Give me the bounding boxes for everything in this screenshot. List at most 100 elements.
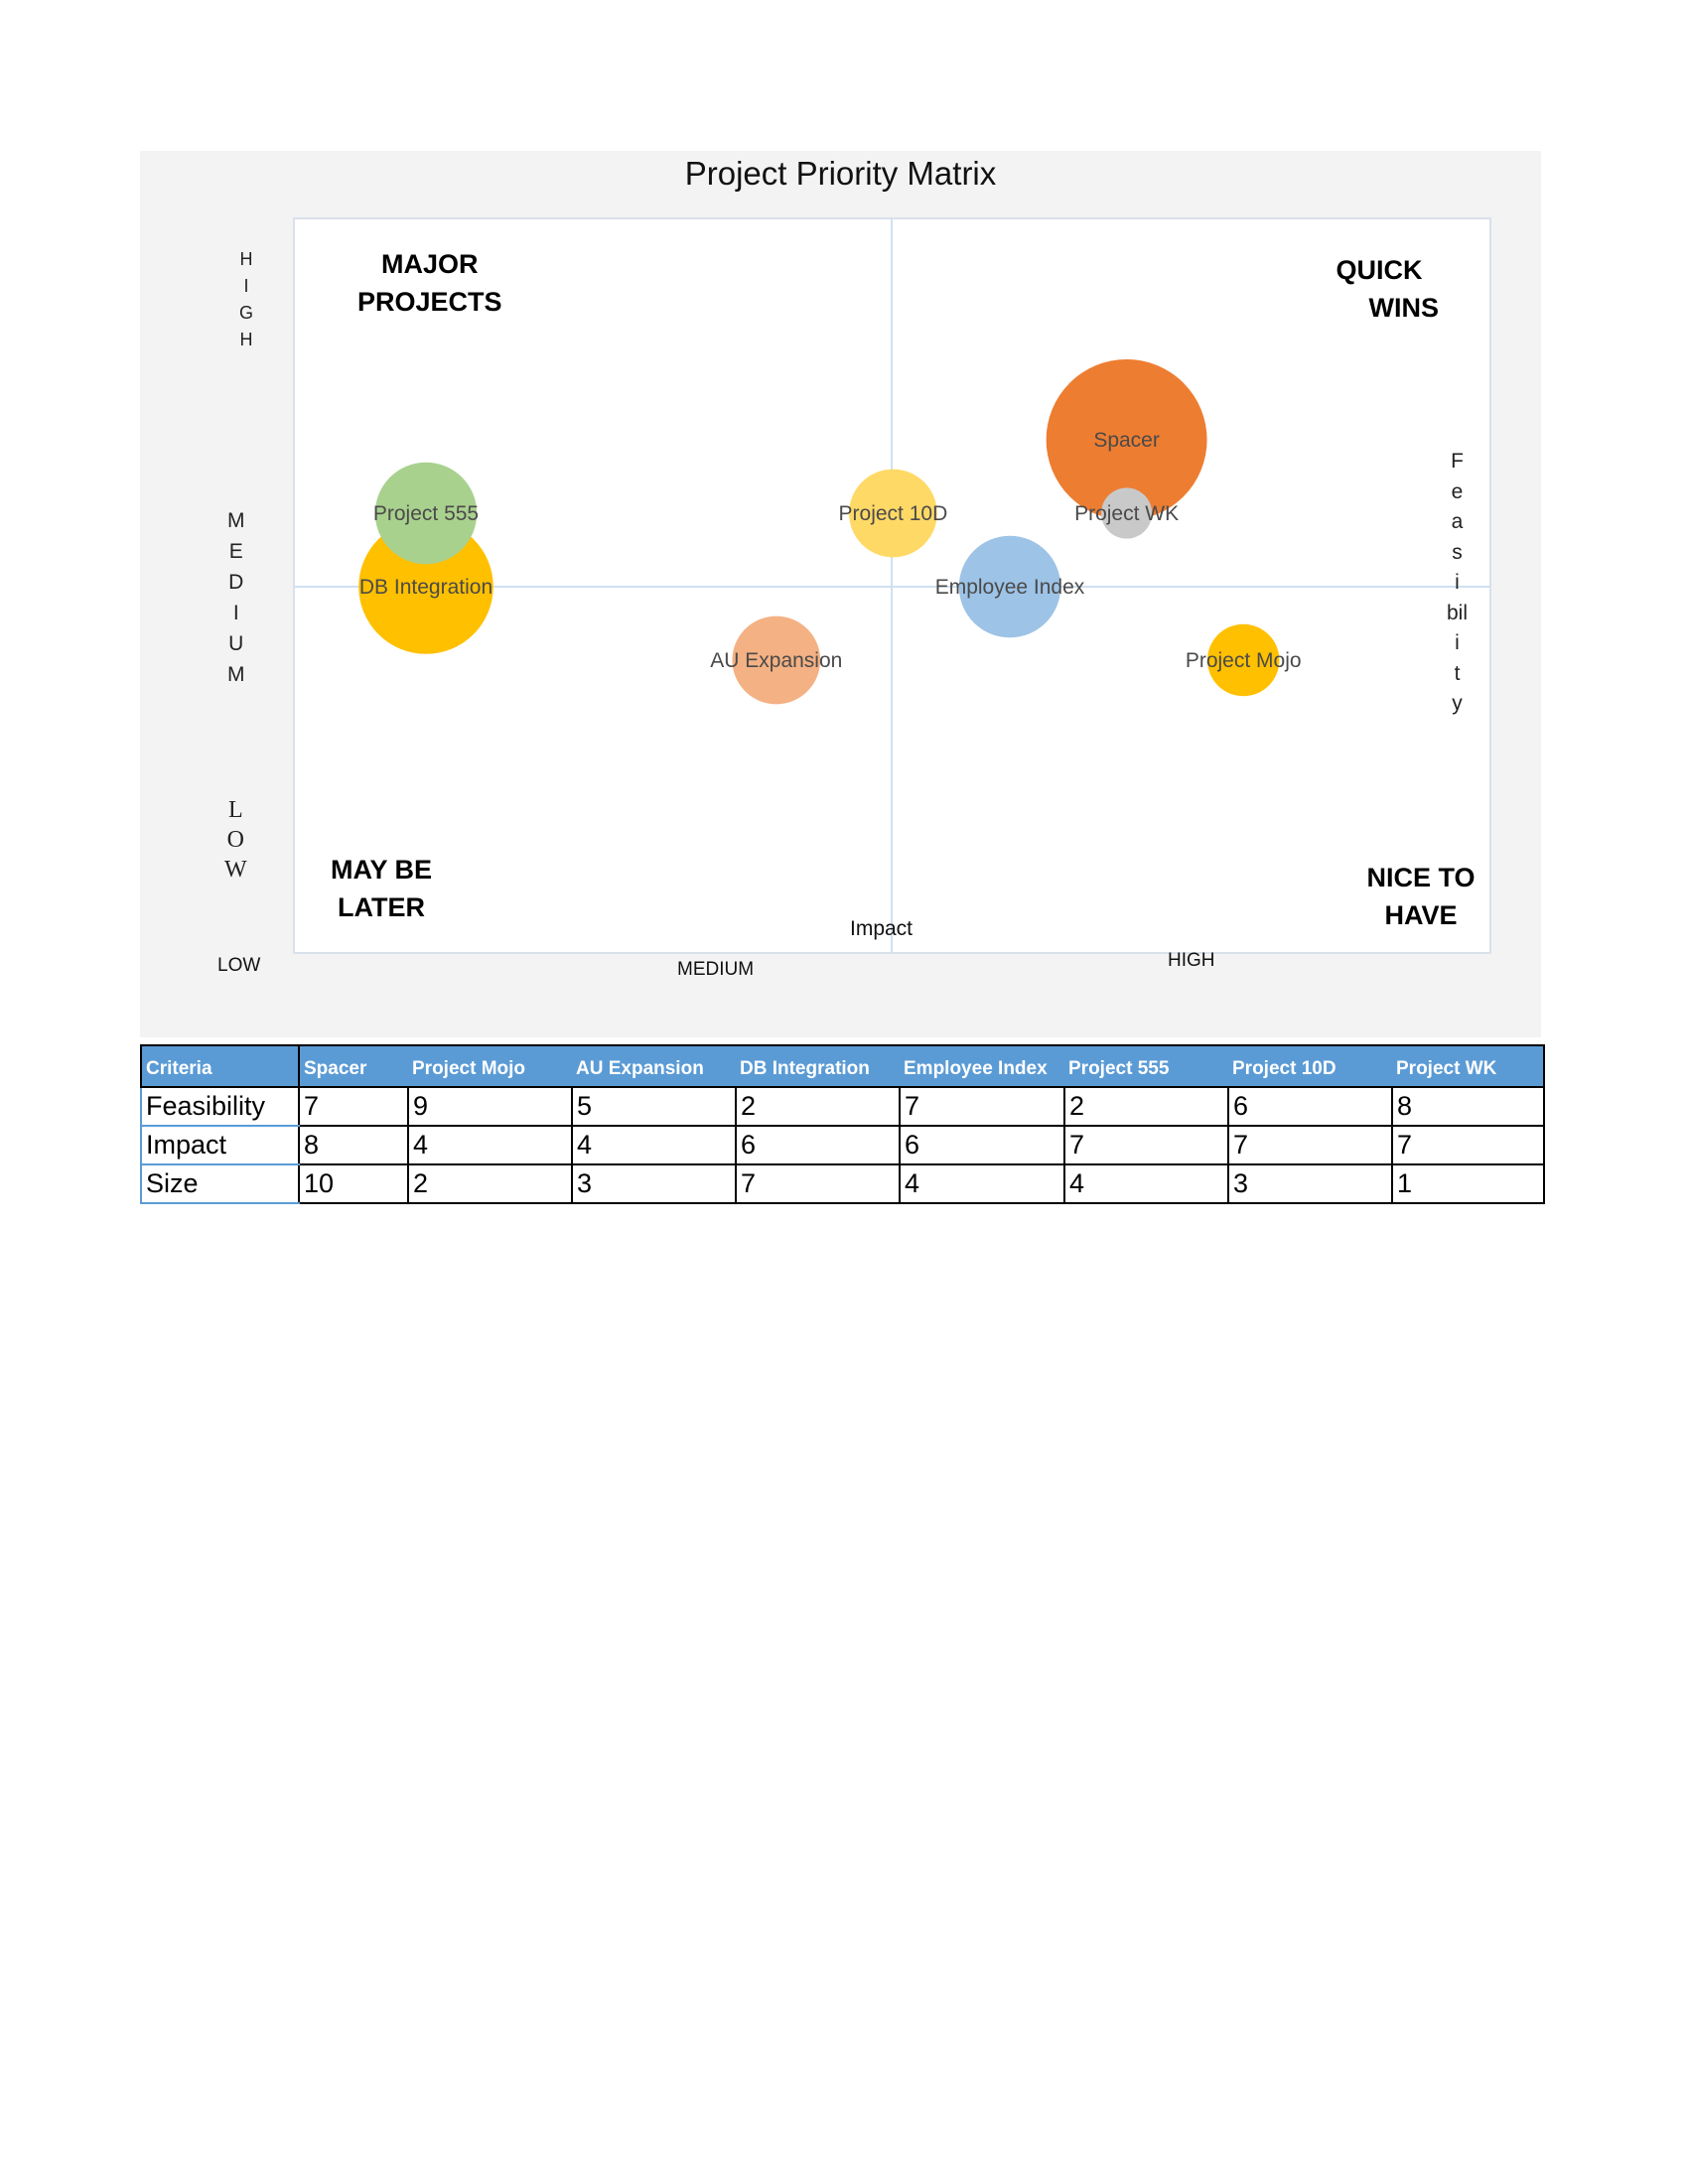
table-cell: 5	[571, 1086, 737, 1127]
axis-letter: U	[228, 632, 244, 655]
table-header-cell: AU Expansion	[572, 1044, 736, 1088]
table-cell: 6	[899, 1125, 1065, 1165]
chart-title: Project Priority Matrix	[684, 155, 997, 192]
axis-letter: L	[227, 797, 243, 823]
table-body: Feasibility 7 9 5 2 7 2 6 8 Impact 8 4 4 6 6 7 7 7 Size 10 2…	[140, 1086, 1545, 1204]
table-header-criteria: Criteria	[140, 1044, 300, 1088]
table-cell: 2	[407, 1163, 573, 1204]
row-label: Impact	[140, 1125, 300, 1165]
table-header-cell: Project Mojo	[408, 1044, 572, 1088]
axis-letter: I	[232, 602, 239, 624]
table-cell: 9	[407, 1086, 573, 1127]
x-axis-title: Impact	[850, 917, 914, 940]
table-cell: 1	[1391, 1163, 1545, 1204]
table-header-cell: Project 10D	[1228, 1044, 1392, 1088]
table-cell: 4	[571, 1125, 737, 1165]
table-header-cell: Employee Index	[900, 1044, 1064, 1088]
row-label: Feasibility	[140, 1086, 300, 1127]
axis-letter: G	[239, 303, 254, 323]
bubble-chart: Project Priority Matrix Spacer Project Mo…	[140, 151, 1541, 1037]
axis-letter: I	[243, 276, 249, 296]
table-cell: 3	[571, 1163, 737, 1204]
axis-letter: O	[226, 827, 244, 853]
table-cell: 4	[899, 1163, 1065, 1204]
bubble-label-project-mojo: Project Mojo	[1186, 649, 1302, 672]
bubble-project-555	[374, 462, 478, 565]
axis-letter: i	[1455, 631, 1460, 654]
row-label: Size	[140, 1163, 300, 1204]
bubble-label-db-integration: DB Integration	[359, 576, 492, 599]
bubble-label-project-wk: Project WK	[1074, 502, 1179, 525]
quadrant-label-line: WINS	[1368, 293, 1440, 323]
bubble-label-project-10d: Project 10D	[839, 502, 948, 525]
axis-letter: s	[1452, 540, 1463, 564]
table-cell: 7	[735, 1163, 901, 1204]
table-row: Impact 8 4 4 6 6 7 7 7	[140, 1125, 1545, 1165]
table-cell: 7	[1391, 1125, 1545, 1165]
bubble-project-wk	[1100, 487, 1153, 539]
x-tick-low: LOW	[217, 955, 261, 976]
criteria-table: Criteria Spacer Project Mojo AU Expansion DB…	[140, 1044, 1545, 1204]
table-cell: 7	[1063, 1125, 1229, 1165]
axis-letter: a	[1451, 510, 1464, 533]
table-header-cell: Spacer	[299, 1044, 408, 1088]
table-cell: 4	[407, 1125, 573, 1165]
x-tick-high: HIGH	[1168, 950, 1215, 971]
table-cell: 10	[298, 1163, 409, 1204]
quadrant-label-line: QUICK	[1336, 255, 1423, 285]
quadrant-label-line: PROJECTS	[357, 287, 502, 317]
table-cell: 6	[735, 1125, 901, 1165]
bubble-label-project-555: Project 555	[373, 502, 479, 525]
table-cell: 8	[298, 1125, 409, 1165]
bubble-employee-index	[958, 535, 1061, 638]
axis-letter: i	[1455, 571, 1460, 594]
axis-letter: D	[228, 571, 244, 594]
bubble-db-integration	[358, 519, 493, 654]
axis-letter: y	[1452, 692, 1463, 715]
bubble-label-spacer: Spacer	[1093, 429, 1160, 452]
table-row: Feasibility 7 9 5 2 7 2 6 8	[140, 1086, 1545, 1127]
bubble-project-10d	[849, 469, 937, 558]
quadrant-label-line: HAVE	[1384, 900, 1458, 930]
axis-letter: M	[227, 663, 245, 686]
axis-letter: H	[239, 249, 253, 269]
bubble-label-employee-index: Employee Index	[935, 576, 1085, 599]
bubble-project-mojo	[1206, 623, 1280, 697]
table-cell: 7	[1227, 1125, 1393, 1165]
axis-letter: W	[224, 857, 247, 883]
table-header-row: Criteria Spacer Project Mojo AU Expansion DB…	[140, 1044, 1545, 1088]
quadrant-label-major-projects: MAJOR PROJECTS	[357, 245, 502, 321]
quadrant-label-line: LATER	[338, 892, 425, 922]
axis-letter: bil	[1447, 601, 1469, 624]
table-cell: 6	[1227, 1086, 1393, 1127]
table-header-cell: Project 555	[1064, 1044, 1228, 1088]
table-cell: 8	[1391, 1086, 1545, 1127]
table-cell: 7	[899, 1086, 1065, 1127]
bubble-spacer	[1046, 359, 1207, 520]
bubble-layer: Spacer Project Mojo AU Expansion DB Integra…	[358, 359, 1302, 705]
axis-letter: e	[1451, 479, 1464, 503]
axis-letter: t	[1454, 661, 1461, 685]
bubble-au-expansion	[732, 615, 821, 705]
quadrant-label-nice-to-have: NICE TO HAVE	[1359, 859, 1482, 934]
table-cell: 3	[1227, 1163, 1393, 1204]
table-cell: 2	[735, 1086, 901, 1127]
quadrant-label-line: MAJOR	[381, 249, 479, 279]
axis-letter: E	[228, 540, 243, 563]
axis-letter: H	[239, 330, 253, 349]
table-cell: 4	[1063, 1163, 1229, 1204]
quadrant-label-line: MAY BE	[330, 855, 433, 885]
table-cell: 2	[1063, 1086, 1229, 1127]
table-header-cell: Project WK	[1392, 1044, 1545, 1088]
plot-area: Spacer Project Mojo AU Expansion DB Integra…	[293, 217, 1491, 954]
quadrant-label-quick-wins: QUICK WINS	[1320, 251, 1440, 327]
x-tick-medium: MEDIUM	[677, 959, 755, 980]
table-header-cell: DB Integration	[736, 1044, 900, 1088]
quadrant-label-line: NICE TO	[1366, 863, 1476, 892]
table-cell: 7	[298, 1086, 409, 1127]
axis-letter: M	[227, 509, 245, 532]
